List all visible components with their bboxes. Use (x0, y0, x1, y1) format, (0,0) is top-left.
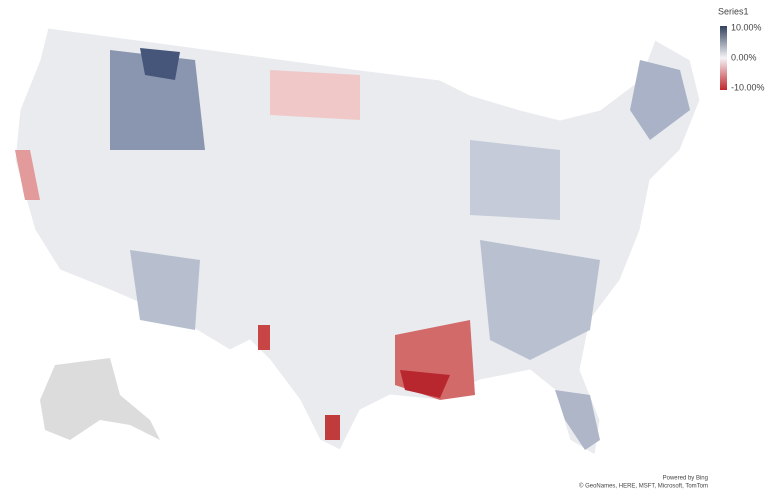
region-texas-south (325, 415, 340, 440)
region-montana-dark (140, 48, 180, 80)
alaska (40, 358, 160, 440)
region-dakotas (270, 70, 360, 120)
region-southwest (130, 250, 200, 330)
attribution-credits: © GeoNames, HERE, MSFT, Microsoft, TomTo… (579, 483, 708, 490)
region-louisiana-dark (400, 370, 450, 398)
region-southeast (480, 240, 600, 360)
legend-tick-label: 10.00% (731, 22, 762, 32)
legend-tick-label: 0.00% (731, 52, 757, 62)
attribution-powered: Powered by Bing (663, 476, 708, 482)
region-california (15, 150, 40, 200)
region-montana (110, 50, 205, 150)
legend-color-bar (720, 26, 727, 90)
region-northeast (630, 60, 690, 140)
legend-ticks: 10.00% 0.00% -10.00% (731, 22, 765, 92)
legend-tick-label: -10.00% (731, 82, 765, 92)
map-shapes (14, 27, 701, 456)
region-florida (555, 390, 600, 450)
region-texas-west (258, 325, 270, 350)
legend-title: Series1 (718, 6, 749, 16)
region-great-lakes (470, 140, 560, 220)
